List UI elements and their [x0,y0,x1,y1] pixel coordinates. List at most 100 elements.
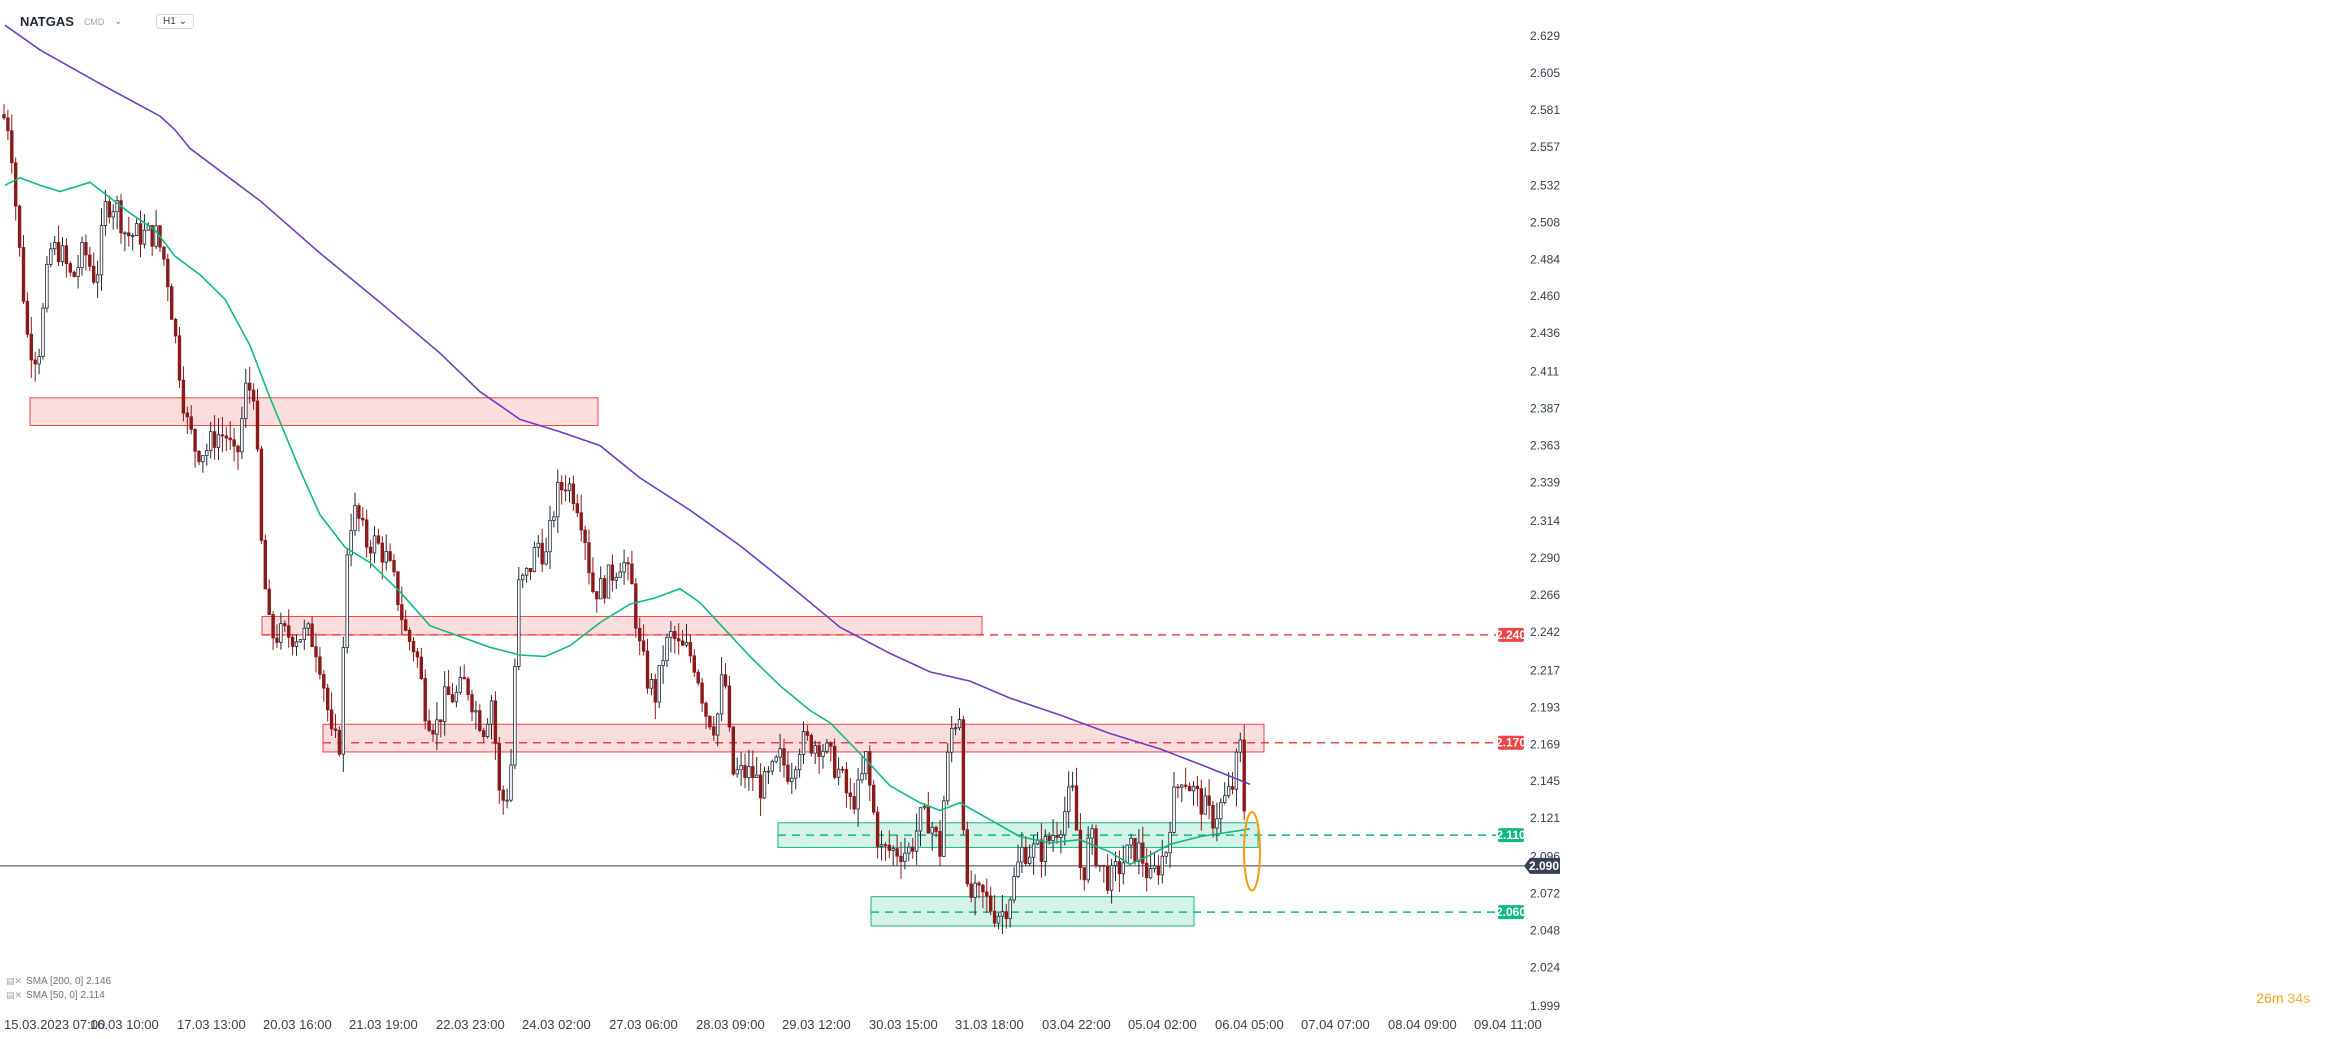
candle-body [384,551,388,563]
candle-body [926,806,930,834]
candle-body [357,505,361,519]
candle-body [634,583,638,629]
y-tick-label: 2.508 [1530,215,1560,229]
candle-body [310,623,314,648]
candle-body [185,412,189,418]
candle-body [72,271,76,277]
candle-body [1211,804,1215,829]
candle-body [942,800,946,857]
candle-body [1234,751,1239,790]
candle-body [505,799,509,802]
candle-body [1168,832,1172,854]
candle-body [497,743,501,791]
symbol-name[interactable]: NATGAS [20,14,74,29]
candle-body [205,450,209,457]
candle-body [76,267,80,277]
candle-body [247,382,252,391]
candle-body [216,434,221,448]
y-tick-label: 2.048 [1530,924,1560,938]
candle-body [774,756,778,762]
sma50-line [4,176,1251,866]
candle-body [462,677,466,680]
candle-body [286,625,291,638]
x-tick-label: 29.03 12:00 [782,1017,851,1032]
candle-body [626,562,630,565]
candle-body [833,745,837,778]
candle-body [790,777,794,782]
candle-body [786,764,790,782]
candle-body [716,713,720,736]
candle-body [333,728,338,731]
eye-icon[interactable]: ▤✕ [6,990,23,1000]
candle-body [29,333,33,361]
candle-body [1199,788,1203,815]
candle-body [1145,862,1149,879]
candle-body [1164,852,1168,857]
candle-body [212,431,217,448]
candle-body [938,830,942,857]
candle-body [1133,837,1137,862]
candle-body [325,687,330,711]
candle-body [805,731,810,736]
candle-body [1207,795,1211,806]
indicator-sma50[interactable]: ▤✕ SMA [50, 0] 2.114 [6,990,105,1001]
candle-body [240,418,244,453]
candle-body [189,416,193,430]
eye-icon[interactable]: ▤✕ [6,976,23,986]
candle-body [166,258,170,288]
candle-body [540,542,544,565]
candle-body [2,114,6,119]
candle-body [1203,795,1207,815]
candle-body [1086,837,1090,881]
candle-body [595,591,599,600]
candle-body [485,723,490,738]
candle-body [1238,739,1242,753]
candle-body [95,274,100,283]
candle-body [953,727,958,730]
candle-body [973,882,977,898]
candle-body [481,730,486,738]
candle-body [1020,846,1024,863]
candle-body [1098,864,1102,867]
candle-body [809,735,813,754]
candle-body [684,641,689,646]
candle-body [493,700,498,744]
candle-body [1039,839,1044,862]
candle-body [1113,861,1118,866]
candle-body [657,665,661,703]
candle-body [524,567,529,576]
timeframe-select[interactable]: H1 ⌄ [155,14,194,29]
indicator-sma200[interactable]: ▤✕ SMA [200, 0] 2.146 [6,976,111,987]
candle-body [103,201,108,226]
chevron-down-icon[interactable]: ⌄ [114,16,122,26]
candle-body [1078,829,1083,869]
candle-body [415,651,420,658]
candle-body [1004,911,1008,920]
candle-body [911,846,915,852]
countdown-seconds: 34s [2287,990,2310,1006]
candle-body [899,855,903,863]
candle-body [368,546,373,554]
candle-body [813,745,817,754]
candle-body [509,764,513,801]
candle-body [602,578,607,599]
candle-body [735,769,739,775]
candle-body [322,673,326,689]
level-price-label: 2.170 [1496,736,1526,750]
candle-body [33,359,37,365]
candle-body [294,641,299,647]
candle-body [454,691,459,703]
candle-body [1051,835,1055,841]
candle-body [458,677,462,693]
y-tick-label: 1.999 [1530,999,1560,1013]
candle-body [1152,865,1157,869]
candle-body [1012,876,1016,901]
candle-body [649,679,654,689]
candle-body [314,646,318,658]
candle-body [700,682,704,704]
candle-body [1047,836,1051,841]
y-tick-label: 2.169 [1530,737,1560,751]
x-tick-label: 16.03 10:00 [90,1017,159,1032]
candle-body [41,307,45,357]
